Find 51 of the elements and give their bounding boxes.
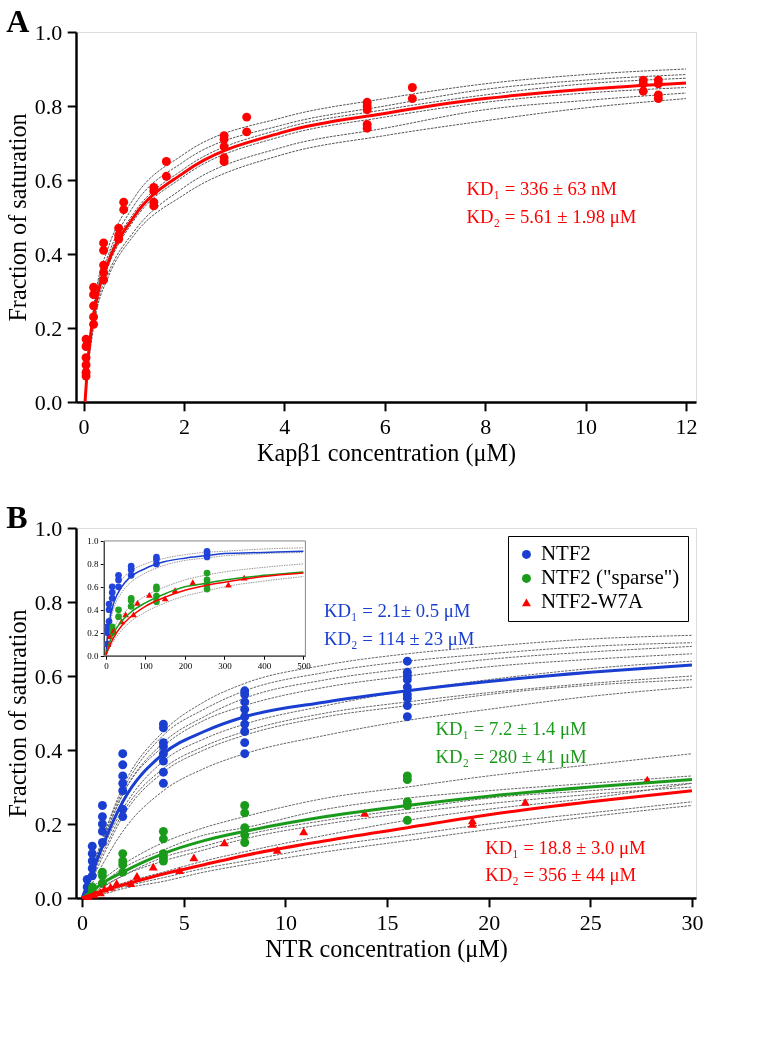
y-tick-label: 0.0 xyxy=(87,651,100,662)
x-tick-label: 0 xyxy=(78,413,90,439)
x-axis-title: NTR concentration (μM) xyxy=(265,934,508,963)
annotation: KD₁ = 7.2 ± 1.4 μM KD₂ = 280 ± 41 μM xyxy=(435,718,587,767)
y-tick-label: 0.2 xyxy=(34,315,63,341)
x-tick-label: 4 xyxy=(279,413,291,439)
x-tick-label: 10 xyxy=(274,909,297,935)
x-tick-label: 20 xyxy=(478,909,501,935)
y-tick-label: 0.6 xyxy=(34,663,63,689)
legend-label: NTF2 xyxy=(540,541,591,566)
x-tick-label: 0 xyxy=(104,661,110,671)
y-tick-label: 0.4 xyxy=(34,241,63,267)
x-tick-label: 300 xyxy=(218,661,233,671)
x-tick-label: 100 xyxy=(139,661,154,671)
x-tick-label: 200 xyxy=(178,661,193,671)
y-tick-label: 0.0 xyxy=(34,885,63,911)
y-tick-label: 1.0 xyxy=(34,19,63,45)
annotation: KD₁ = 18.8 ± 3.0 μM KD₂ = 356 ± 44 μM xyxy=(485,836,646,886)
x-tick-label: 500 xyxy=(297,661,312,671)
y-tick-label: 0.8 xyxy=(34,93,63,119)
chart-title: A xyxy=(6,3,30,39)
annotation: KD₁ = 2.1± 0.5 μM KD₂ = 114 ± 23 μM xyxy=(324,600,475,649)
legend-label: NTF2 ("sparse") xyxy=(540,565,680,590)
y-tick-label: 0.4 xyxy=(87,605,100,616)
chart-title: B xyxy=(6,499,28,535)
y-tick-label: 0.8 xyxy=(34,589,63,615)
y-tick-label: 0.2 xyxy=(34,811,63,837)
y-axis-title: Fraction of saturation xyxy=(3,113,31,322)
y-tick-label: 0.2 xyxy=(87,628,99,639)
x-tick-label: 400 xyxy=(257,661,272,671)
y-axis-title: Fraction of saturation xyxy=(3,609,31,818)
y-tick-label: 0.8 xyxy=(87,559,100,570)
y-tick-label: 0.6 xyxy=(34,167,63,193)
x-tick-label: 8 xyxy=(480,413,492,439)
x-tick-label: 5 xyxy=(178,909,190,935)
x-tick-label: 0 xyxy=(77,909,89,935)
x-tick-label: 30 xyxy=(681,909,704,935)
x-axis-title: Kapβ1 concentration (μM) xyxy=(257,438,516,467)
y-tick-label: 0.6 xyxy=(87,582,100,593)
x-tick-label: 12 xyxy=(675,413,698,439)
y-tick-label: 0.0 xyxy=(34,389,63,415)
legend-label: NTF2-W7A xyxy=(540,589,644,614)
y-tick-label: 0.4 xyxy=(34,737,63,763)
x-tick-label: 6 xyxy=(379,413,391,439)
x-tick-label: 2 xyxy=(178,413,190,439)
x-tick-label: 10 xyxy=(575,413,598,439)
y-tick-label: 1.0 xyxy=(34,515,63,541)
annotation: KD₁ = 336 ± 63 nM KD₂ = 5.61 ± 1.98 μM xyxy=(466,178,637,227)
x-tick-label: 15 xyxy=(376,909,399,935)
y-tick-label: 1.0 xyxy=(87,536,100,547)
x-tick-label: 25 xyxy=(579,909,602,935)
